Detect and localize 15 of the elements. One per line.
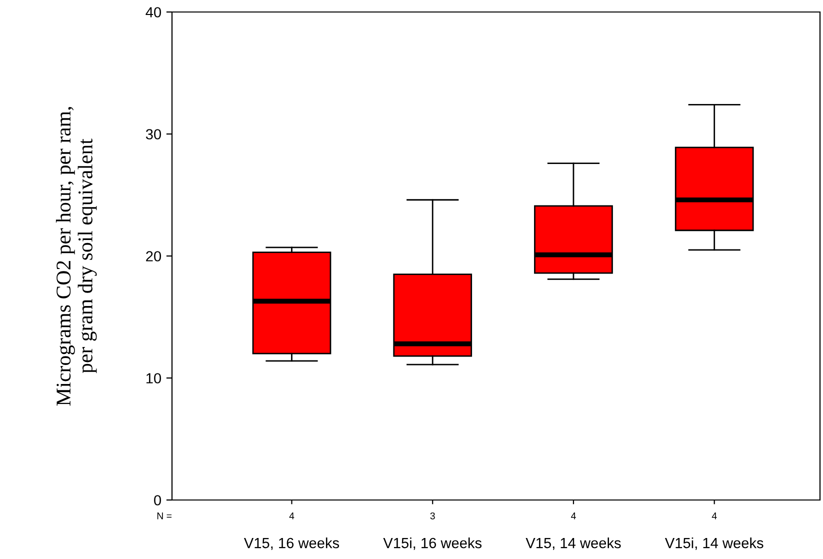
- y-tick-label: 0: [154, 495, 162, 506]
- x-tick-label: V15, 14 weeks: [526, 538, 621, 550]
- x-tick-label: V15i, 14 weeks: [664, 538, 764, 550]
- y-axis-title: Micrograms CO2 per hour, per ram, per gram dry soil equivalent: [56, 107, 97, 406]
- y-tick-label: 20: [146, 251, 162, 262]
- text: 4: [571, 512, 576, 520]
- text: 4: [712, 512, 717, 520]
- y-tick-label: 30: [146, 129, 162, 140]
- text: 4: [289, 512, 294, 520]
- text: N =: [157, 512, 172, 520]
- y-tick-label: 40: [146, 7, 162, 18]
- y-tick-label: 10: [146, 373, 162, 384]
- text: 3: [430, 512, 435, 520]
- x-tick-label: V15i, 16 weeks: [383, 538, 482, 550]
- x-tick-label: V15, 16 weeks: [244, 538, 340, 550]
